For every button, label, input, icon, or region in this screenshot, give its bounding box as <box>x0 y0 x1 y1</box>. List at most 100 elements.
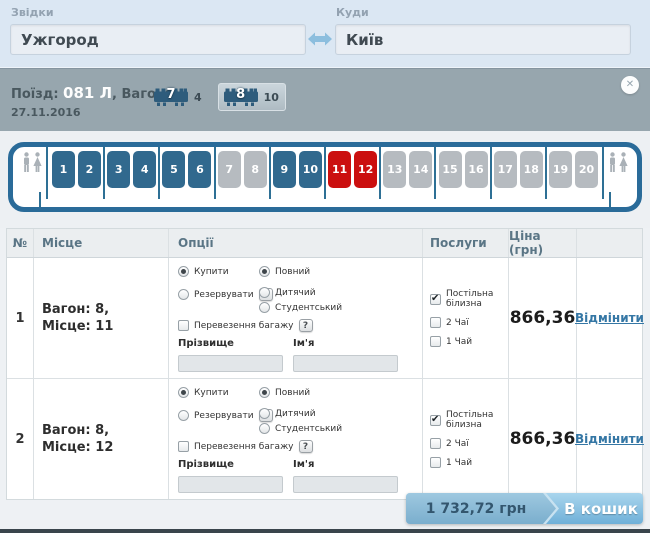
one-tea-label: 1 Чай <box>446 337 472 347</box>
seat-14[interactable]: 14 <box>409 151 432 188</box>
seat-16[interactable]: 16 <box>465 151 488 188</box>
child-fare-label: Дитячий <box>275 288 316 298</box>
buy-radio[interactable] <box>178 387 189 398</box>
seat-17[interactable]: 17 <box>494 151 517 188</box>
wagon-text: Вагон: 8, <box>42 422 168 439</box>
wc-left-icon <box>22 152 42 173</box>
baggage-checkbox[interactable] <box>178 320 189 331</box>
services-cell: Постільна білизна 2 Чаї 1 Чай <box>423 258 509 378</box>
swap-cities-icon[interactable] <box>308 31 332 47</box>
seat-15[interactable]: 15 <box>439 151 462 188</box>
table-row: 2 Вагон: 8, Місце: 12 Купити Резервувати… <box>7 379 642 499</box>
bedding-checkbox[interactable] <box>430 294 441 305</box>
one-tea-checkbox[interactable] <box>430 336 441 347</box>
two-teas-label: 2 Чаї <box>446 439 469 449</box>
wagon-free-count: 10 <box>264 91 279 104</box>
reserve-label: Резервувати <box>194 411 254 421</box>
compartment-divider <box>103 147 105 199</box>
lastname-label: Прізвище <box>178 338 283 349</box>
firstname-input[interactable] <box>293 355 398 372</box>
compartment-divider <box>214 147 216 199</box>
one-tea-checkbox[interactable] <box>430 457 441 468</box>
col-header-num: № <box>7 229 34 257</box>
reserve-radio[interactable] <box>178 410 189 421</box>
full-fare-label: Повний <box>275 388 310 398</box>
reserve-radio[interactable] <box>178 289 189 300</box>
seat-11[interactable]: 11 <box>328 151 351 188</box>
seat-20[interactable]: 20 <box>575 151 598 188</box>
reserve-label: Резервувати <box>194 290 254 300</box>
seat-19[interactable]: 19 <box>549 151 572 188</box>
baggage-label: Перевезення багажу <box>194 442 294 452</box>
seat-8[interactable]: 8 <box>244 151 267 188</box>
compartment-divider <box>602 147 604 199</box>
two-teas-checkbox[interactable] <box>430 317 441 328</box>
route-search-section: Звідки Куди <box>0 0 650 68</box>
seat-13[interactable]: 13 <box>383 151 406 188</box>
close-icon[interactable]: ✕ <box>621 76 639 94</box>
compartment-divider <box>324 147 326 199</box>
one-tea-label: 1 Чай <box>446 458 472 468</box>
baggage-checkbox[interactable] <box>178 441 189 452</box>
seat-2[interactable]: 2 <box>78 151 101 188</box>
seat-6[interactable]: 6 <box>188 151 211 188</box>
options-cell: Купити Резервувати? Повний Дитячий Студе… <box>169 258 423 378</box>
total-price: 1 732,72 грн <box>406 493 556 524</box>
cancel-link[interactable]: Відмінити <box>575 311 644 325</box>
to-city-input[interactable] <box>335 24 631 55</box>
bottom-edge-bar <box>0 529 650 533</box>
seat-7[interactable]: 7 <box>218 151 241 188</box>
seat-10[interactable]: 10 <box>299 151 322 188</box>
help-icon[interactable]: ? <box>299 319 313 332</box>
seat-1[interactable]: 1 <box>52 151 75 188</box>
wagon-diagram: 12 34 56 78 910 1112 1314 1516 1718 1920 <box>8 142 642 212</box>
seat-12[interactable]: 12 <box>354 151 377 188</box>
child-fare-label: Дитячий <box>275 409 316 419</box>
student-fare-radio[interactable] <box>259 302 270 313</box>
wagon-chip-8[interactable]: 8 10 <box>218 83 286 111</box>
buy-radio[interactable] <box>178 266 189 277</box>
child-fare-radio[interactable] <box>259 408 270 419</box>
bedding-checkbox[interactable] <box>430 415 441 426</box>
col-header-options: Опції <box>169 229 423 257</box>
seat-9[interactable]: 9 <box>273 151 296 188</box>
cancel-link[interactable]: Відмінити <box>575 432 644 446</box>
seat-5[interactable]: 5 <box>162 151 185 188</box>
wagon-selector: 7 4 8 10 <box>148 83 286 111</box>
row-number: 1 <box>7 258 34 378</box>
seat-18[interactable]: 18 <box>520 151 543 188</box>
lastname-input[interactable] <box>178 476 283 493</box>
seat-map-section: 12 34 56 78 910 1112 1314 1516 1718 1920 <box>0 131 650 228</box>
actions-cell: Відмінити <box>577 379 642 499</box>
compartment-divider <box>545 147 547 199</box>
table-row: 1 Вагон: 8, Місце: 11 Купити Резервувати… <box>7 258 642 379</box>
cart-button-label: В кошик <box>559 493 643 524</box>
place-cell: Вагон: 8, Місце: 11 <box>34 258 169 378</box>
buy-label: Купити <box>194 388 229 398</box>
child-fare-radio[interactable] <box>259 287 270 298</box>
wagon-number: 8 <box>223 87 259 102</box>
seat-3[interactable]: 3 <box>107 151 130 188</box>
full-fare-radio[interactable] <box>259 387 270 398</box>
wagon-text: Вагон: 8, <box>42 301 168 318</box>
train-number: 081 Л <box>63 84 112 102</box>
firstname-input[interactable] <box>293 476 398 493</box>
full-fare-radio[interactable] <box>259 266 270 277</box>
wagon-chip-7[interactable]: 7 4 <box>148 83 209 111</box>
student-fare-radio[interactable] <box>259 423 270 434</box>
add-to-cart-button[interactable]: 1 732,72 грн В кошик <box>406 493 643 524</box>
seat-rows: 12 34 56 78 910 1112 1314 1516 1718 1920 <box>52 147 598 199</box>
compartment-divider <box>490 147 492 199</box>
booking-widget: Звідки Куди Поїзд: 081 Л, Вагони: 27.11.… <box>0 0 650 533</box>
seat-4[interactable]: 4 <box>133 151 156 188</box>
baggage-label: Перевезення багажу <box>194 321 294 331</box>
travel-date: 27.11.2016 <box>11 106 81 119</box>
student-fare-label: Студентський <box>275 424 342 434</box>
lastname-input[interactable] <box>178 355 283 372</box>
place-cell: Вагон: 8, Місце: 12 <box>34 379 169 499</box>
two-teas-checkbox[interactable] <box>430 438 441 449</box>
actions-cell: Відмінити <box>577 258 642 378</box>
price-cell: 866,36 <box>509 258 577 378</box>
from-city-input[interactable] <box>10 24 306 55</box>
help-icon[interactable]: ? <box>299 440 313 453</box>
